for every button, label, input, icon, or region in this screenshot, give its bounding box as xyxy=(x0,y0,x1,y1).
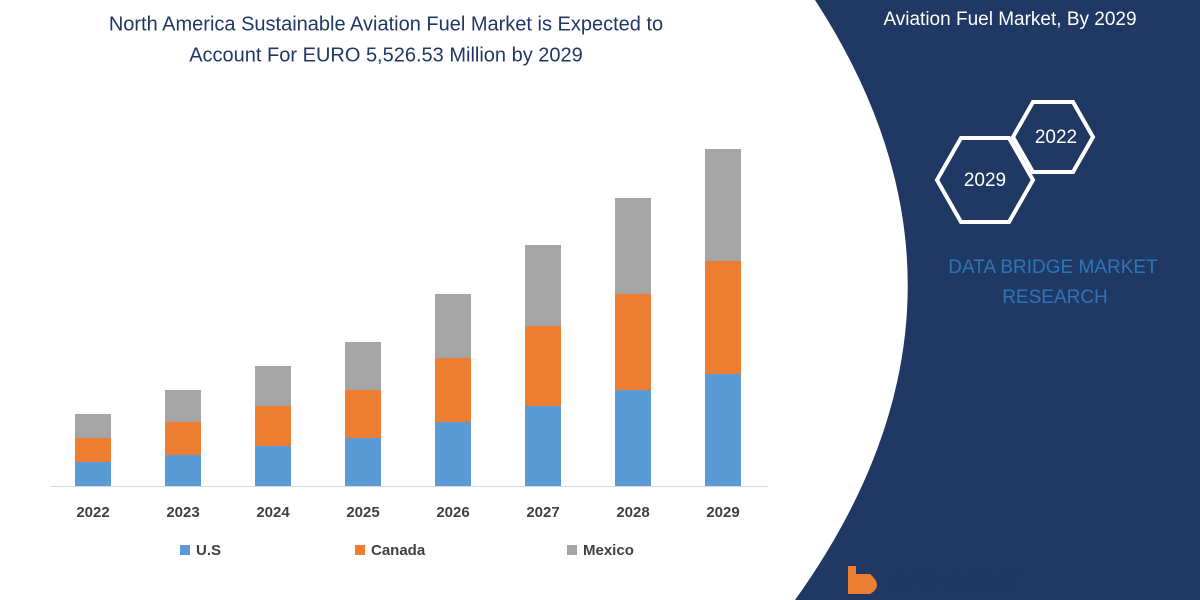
x-tick-label: 2027 xyxy=(526,504,559,521)
x-tick-label: 2025 xyxy=(346,504,379,521)
x-tick-label: 2029 xyxy=(706,504,739,521)
bar-segment xyxy=(525,245,561,326)
bar-segment xyxy=(255,406,291,446)
bar-segment xyxy=(255,446,291,486)
legend-swatch xyxy=(355,545,365,555)
legend-label: Canada xyxy=(371,542,426,559)
bar-segment xyxy=(165,455,201,486)
bar-segment xyxy=(705,149,741,261)
x-tick-label: 2022 xyxy=(76,504,109,521)
hexagon-label: 2029 xyxy=(964,170,1006,191)
bar-segment xyxy=(255,366,291,406)
bar-segment xyxy=(435,422,471,486)
legend-label: U.S xyxy=(196,542,221,559)
bar-segment xyxy=(75,414,111,438)
hexagon xyxy=(1010,100,1096,174)
brand-text: DATA BRIDGE MARKET xyxy=(948,257,1158,278)
bar-segment xyxy=(435,294,471,358)
bar-segment xyxy=(525,326,561,406)
bar-segment xyxy=(705,261,741,374)
bar-segment xyxy=(75,462,111,486)
bar-segment xyxy=(615,198,651,294)
hexagon xyxy=(934,136,1036,224)
x-tick-label: 2028 xyxy=(616,504,649,521)
x-tick-label: 2023 xyxy=(166,504,199,521)
panel-heading: Aviation Fuel Market, By 2029 xyxy=(883,9,1136,30)
x-tick-label: 2024 xyxy=(256,504,290,521)
chart-title: Account For EURO 5,526.53 Million by 202… xyxy=(189,44,583,66)
bar-segment xyxy=(705,374,741,486)
logo-text: DATA BRIDGE xyxy=(892,570,1024,592)
bar-segment xyxy=(525,406,561,486)
legend-swatch xyxy=(180,545,190,555)
bar-segment xyxy=(345,342,381,390)
brand-text: RESEARCH xyxy=(1002,287,1108,308)
chart-title: North America Sustainable Aviation Fuel … xyxy=(109,13,663,35)
bar-segment xyxy=(615,390,651,486)
hexagon-label: 2022 xyxy=(1035,127,1077,148)
logo-mark xyxy=(848,566,877,594)
bar-segment xyxy=(435,358,471,422)
bar-segment xyxy=(345,390,381,438)
side-panel xyxy=(795,0,1200,600)
bar-segment xyxy=(165,390,201,422)
bar-segment xyxy=(75,438,111,462)
bar-segment xyxy=(615,294,651,390)
legend-label: Mexico xyxy=(583,542,634,559)
bar-segment xyxy=(345,438,381,486)
legend-swatch xyxy=(567,545,577,555)
bar-segment xyxy=(165,422,201,455)
x-tick-label: 2026 xyxy=(436,504,469,521)
